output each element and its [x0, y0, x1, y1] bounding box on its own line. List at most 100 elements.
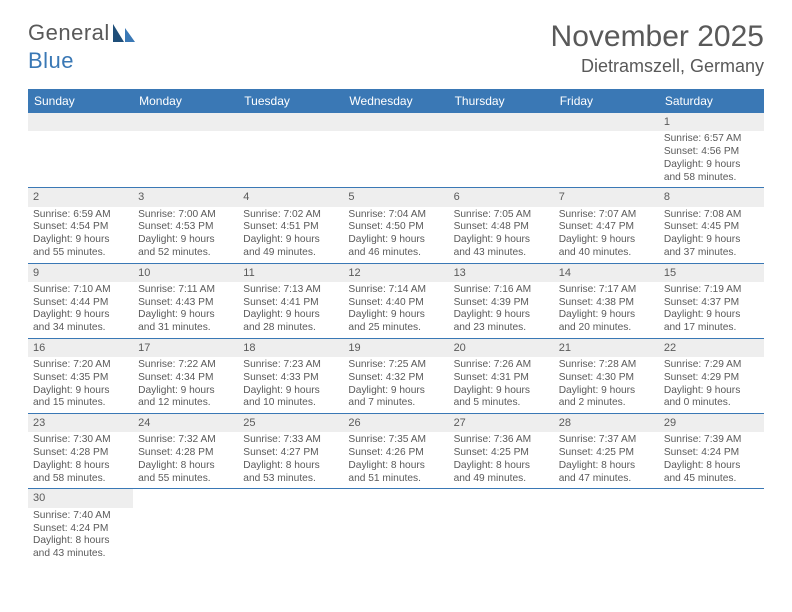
day-body: Sunrise: 7:39 AMSunset: 4:24 PMDaylight:…	[659, 432, 764, 488]
daylight-text-1: Daylight: 9 hours	[33, 385, 128, 398]
day-cell: 7Sunrise: 7:07 AMSunset: 4:47 PMDaylight…	[554, 188, 659, 263]
day-number	[449, 113, 554, 131]
daylight-text-2: and 28 minutes.	[243, 322, 338, 335]
title-block: November 2025 Dietramszell, Germany	[551, 20, 764, 77]
month-title: November 2025	[551, 20, 764, 54]
daylight-text-2: and 34 minutes.	[33, 322, 128, 335]
day-number: 14	[554, 264, 659, 282]
daylight-text-1: Daylight: 9 hours	[559, 234, 654, 247]
daylight-text-2: and 46 minutes.	[348, 247, 443, 260]
day-body	[343, 508, 448, 560]
sunset-text: Sunset: 4:44 PM	[33, 297, 128, 310]
day-number: 25	[238, 414, 343, 432]
day-cell: 18Sunrise: 7:23 AMSunset: 4:33 PMDayligh…	[238, 338, 343, 413]
day-cell: 30Sunrise: 7:40 AMSunset: 4:24 PMDayligh…	[28, 489, 133, 564]
day-cell: 11Sunrise: 7:13 AMSunset: 4:41 PMDayligh…	[238, 263, 343, 338]
day-cell: 3Sunrise: 7:00 AMSunset: 4:53 PMDaylight…	[133, 188, 238, 263]
week-row: 16Sunrise: 7:20 AMSunset: 4:35 PMDayligh…	[28, 338, 764, 413]
sunset-text: Sunset: 4:47 PM	[559, 221, 654, 234]
sunset-text: Sunset: 4:56 PM	[664, 146, 759, 159]
sunrise-text: Sunrise: 7:17 AM	[559, 284, 654, 297]
daylight-text-1: Daylight: 9 hours	[664, 309, 759, 322]
daylight-text-1: Daylight: 8 hours	[559, 460, 654, 473]
daylight-text-2: and 5 minutes.	[454, 397, 549, 410]
day-number: 7	[554, 188, 659, 206]
day-number: 3	[133, 188, 238, 206]
daylight-text-1: Daylight: 8 hours	[138, 460, 233, 473]
week-row: 9Sunrise: 7:10 AMSunset: 4:44 PMDaylight…	[28, 263, 764, 338]
day-body	[238, 131, 343, 183]
location: Dietramszell, Germany	[551, 56, 764, 77]
day-number	[449, 489, 554, 507]
sunrise-text: Sunrise: 7:05 AM	[454, 209, 549, 222]
day-body: Sunrise: 6:57 AMSunset: 4:56 PMDaylight:…	[659, 131, 764, 187]
sunrise-text: Sunrise: 7:22 AM	[138, 359, 233, 372]
day-cell: 2Sunrise: 6:59 AMSunset: 4:54 PMDaylight…	[28, 188, 133, 263]
day-number	[133, 113, 238, 131]
sunrise-text: Sunrise: 7:13 AM	[243, 284, 338, 297]
day-number	[28, 113, 133, 131]
day-cell: 8Sunrise: 7:08 AMSunset: 4:45 PMDaylight…	[659, 188, 764, 263]
day-number	[659, 489, 764, 507]
sunset-text: Sunset: 4:24 PM	[664, 447, 759, 460]
daylight-text-2: and 20 minutes.	[559, 322, 654, 335]
daylight-text-2: and 17 minutes.	[664, 322, 759, 335]
daylight-text-1: Daylight: 8 hours	[454, 460, 549, 473]
sunrise-text: Sunrise: 7:00 AM	[138, 209, 233, 222]
sunrise-text: Sunrise: 7:35 AM	[348, 434, 443, 447]
sunrise-text: Sunrise: 7:02 AM	[243, 209, 338, 222]
day-body: Sunrise: 7:00 AMSunset: 4:53 PMDaylight:…	[133, 207, 238, 263]
sunset-text: Sunset: 4:54 PM	[33, 221, 128, 234]
day-body: Sunrise: 7:05 AMSunset: 4:48 PMDaylight:…	[449, 207, 554, 263]
week-row: 23Sunrise: 7:30 AMSunset: 4:28 PMDayligh…	[28, 414, 764, 489]
day-number: 16	[28, 339, 133, 357]
day-body: Sunrise: 7:23 AMSunset: 4:33 PMDaylight:…	[238, 357, 343, 413]
weekday-friday: Friday	[554, 89, 659, 113]
daylight-text-1: Daylight: 9 hours	[138, 309, 233, 322]
daylight-text-2: and 10 minutes.	[243, 397, 338, 410]
sunset-text: Sunset: 4:33 PM	[243, 372, 338, 385]
daylight-text-1: Daylight: 9 hours	[243, 385, 338, 398]
day-number: 13	[449, 264, 554, 282]
sunrise-text: Sunrise: 7:23 AM	[243, 359, 338, 372]
sunset-text: Sunset: 4:26 PM	[348, 447, 443, 460]
day-cell	[238, 113, 343, 188]
logo: General	[28, 20, 137, 49]
daylight-text-1: Daylight: 9 hours	[454, 309, 549, 322]
daylight-text-2: and 2 minutes.	[559, 397, 654, 410]
day-cell	[659, 489, 764, 564]
day-cell	[133, 113, 238, 188]
sunset-text: Sunset: 4:37 PM	[664, 297, 759, 310]
day-number: 21	[554, 339, 659, 357]
day-number: 11	[238, 264, 343, 282]
daylight-text-1: Daylight: 9 hours	[33, 309, 128, 322]
sunset-text: Sunset: 4:50 PM	[348, 221, 443, 234]
day-number	[554, 489, 659, 507]
daylight-text-1: Daylight: 8 hours	[348, 460, 443, 473]
day-cell: 6Sunrise: 7:05 AMSunset: 4:48 PMDaylight…	[449, 188, 554, 263]
sunrise-text: Sunrise: 7:07 AM	[559, 209, 654, 222]
sunset-text: Sunset: 4:53 PM	[138, 221, 233, 234]
day-cell: 5Sunrise: 7:04 AMSunset: 4:50 PMDaylight…	[343, 188, 448, 263]
day-number: 2	[28, 188, 133, 206]
logo-text-blue: Blue	[28, 48, 74, 73]
week-row: 1Sunrise: 6:57 AMSunset: 4:56 PMDaylight…	[28, 113, 764, 188]
sunrise-text: Sunrise: 7:11 AM	[138, 284, 233, 297]
day-body: Sunrise: 7:40 AMSunset: 4:24 PMDaylight:…	[28, 508, 133, 564]
day-body	[238, 508, 343, 560]
sunset-text: Sunset: 4:29 PM	[664, 372, 759, 385]
sunset-text: Sunset: 4:41 PM	[243, 297, 338, 310]
day-body: Sunrise: 7:37 AMSunset: 4:25 PMDaylight:…	[554, 432, 659, 488]
sunrise-text: Sunrise: 6:57 AM	[664, 133, 759, 146]
sunset-text: Sunset: 4:32 PM	[348, 372, 443, 385]
day-body: Sunrise: 7:08 AMSunset: 4:45 PMDaylight:…	[659, 207, 764, 263]
sunset-text: Sunset: 4:27 PM	[243, 447, 338, 460]
day-body: Sunrise: 7:26 AMSunset: 4:31 PMDaylight:…	[449, 357, 554, 413]
sunset-text: Sunset: 4:30 PM	[559, 372, 654, 385]
day-body: Sunrise: 7:29 AMSunset: 4:29 PMDaylight:…	[659, 357, 764, 413]
day-body	[28, 131, 133, 183]
daylight-text-2: and 43 minutes.	[33, 548, 128, 561]
day-cell: 16Sunrise: 7:20 AMSunset: 4:35 PMDayligh…	[28, 338, 133, 413]
day-body: Sunrise: 7:07 AMSunset: 4:47 PMDaylight:…	[554, 207, 659, 263]
weekday-tuesday: Tuesday	[238, 89, 343, 113]
